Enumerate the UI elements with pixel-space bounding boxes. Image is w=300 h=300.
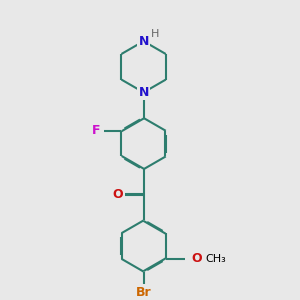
Text: F: F [92,124,100,137]
Text: N: N [138,35,149,48]
Text: N: N [138,86,149,99]
Text: CH₃: CH₃ [206,254,226,264]
Text: O: O [191,252,202,265]
Text: O: O [113,188,123,201]
Text: H: H [151,28,159,38]
Text: Br: Br [136,286,152,298]
